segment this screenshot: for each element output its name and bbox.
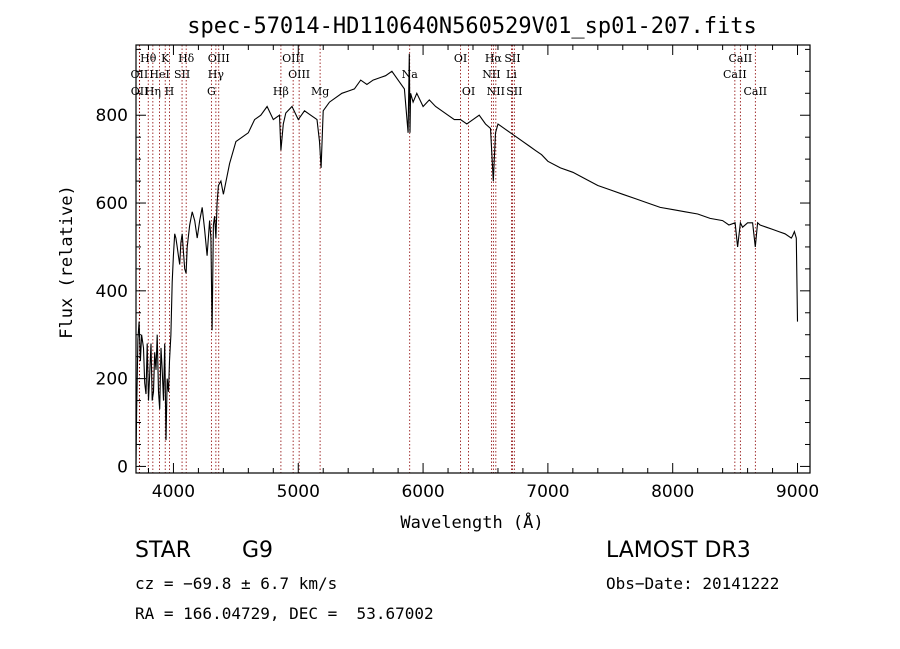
line-label: CaII xyxy=(729,52,753,65)
line-label: OII xyxy=(131,68,149,81)
x-tick-label: 6000 xyxy=(401,482,444,502)
x-tick-label: 9000 xyxy=(776,482,819,502)
line-label: Li xyxy=(506,68,517,81)
y-axis-ticks: 0 200 400 600 800 xyxy=(96,48,810,477)
y-tick-label: 600 xyxy=(96,194,128,214)
x-axis-label: Wavelength (Å) xyxy=(400,511,543,533)
observation-date: Obs−Date: 20141222 xyxy=(606,574,780,593)
x-tick-label: 8000 xyxy=(651,482,694,502)
line-label: OI xyxy=(462,85,475,98)
line-label: SII xyxy=(174,68,190,81)
redshift-value: cz = −69.8 ± 6.7 km/s xyxy=(135,574,338,593)
line-label: HeI xyxy=(149,68,169,81)
line-label: H xyxy=(165,85,175,98)
line-label: Hα xyxy=(485,52,503,65)
line-label: OIII xyxy=(208,52,230,65)
y-axis-label: Flux (relative) xyxy=(57,185,77,339)
survey-name: LAMOST DR3 xyxy=(606,538,751,563)
line-label: Hθ xyxy=(140,52,157,65)
line-label: G xyxy=(207,85,216,98)
line-label: Mg xyxy=(311,85,329,98)
chart-title: spec-57014-HD110640N560529V01_sp01-207.f… xyxy=(187,14,757,39)
line-label: K xyxy=(161,52,170,65)
line-label: Hγ xyxy=(208,68,225,81)
line-label: OIII xyxy=(282,52,304,65)
emission-line-markers xyxy=(138,45,756,473)
line-label: Hδ xyxy=(178,52,195,65)
object-class: STAR xyxy=(135,538,192,563)
line-label: OI xyxy=(454,52,467,65)
line-label: OIII xyxy=(288,68,310,81)
line-label: Hβ xyxy=(273,85,289,98)
x-tick-label: 7000 xyxy=(526,482,569,502)
spectrum-line xyxy=(135,53,799,465)
line-label: NII xyxy=(482,68,500,81)
y-tick-label: 800 xyxy=(96,106,128,126)
line-label: SII xyxy=(506,85,522,98)
line-label: CaII xyxy=(743,85,767,98)
line-label: OII xyxy=(131,85,149,98)
x-tick-label: 4000 xyxy=(152,482,195,502)
y-tick-label: 200 xyxy=(96,370,128,390)
line-label: NII xyxy=(487,85,505,98)
plot-frame xyxy=(135,44,811,474)
y-tick-label: 0 xyxy=(117,457,128,477)
line-label: Hη xyxy=(145,85,161,98)
y-tick-label: 400 xyxy=(96,282,128,302)
object-subclass: G9 xyxy=(242,538,274,563)
line-label: SII xyxy=(504,52,520,65)
line-label: CaII xyxy=(723,68,747,81)
x-tick-label: 5000 xyxy=(277,482,320,502)
x-axis-ticks: 4000 5000 6000 7000 8000 9000 xyxy=(147,45,819,502)
coordinates: RA = 166.04729, DEC = 53.67002 xyxy=(135,604,434,623)
